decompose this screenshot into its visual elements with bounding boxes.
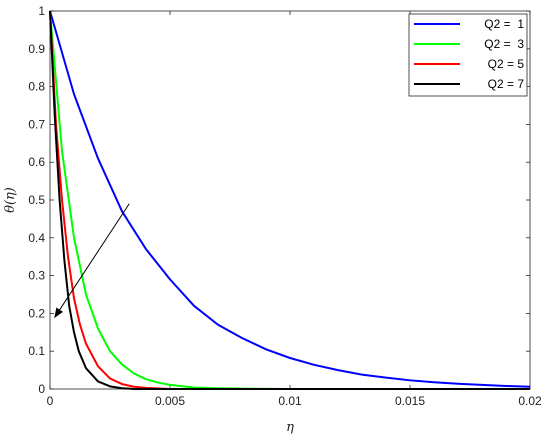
legend: Q2 = 1 Q2 = 3 Q2 = 5 Q2 = 7 (408, 13, 528, 97)
y-tick-label: 0.7 (28, 117, 45, 131)
legend-label-2: Q2 = 3 (484, 37, 524, 51)
y-tick-label: 0.5 (28, 193, 45, 207)
legend-label-4: Q2 = 7 (488, 77, 525, 91)
x-tick-label: 0.015 (395, 394, 425, 408)
y-tick-label: 0.8 (28, 80, 45, 94)
x-tick-label: 0.01 (278, 394, 302, 408)
annotation-arrow (54, 203, 130, 319)
y-axis-label: θ(η) (3, 187, 18, 213)
x-tick-label: 0.005 (155, 394, 185, 408)
x-axis-label: η (286, 420, 294, 435)
y-tick-label: 0 (38, 382, 45, 396)
y-tick-label: 0.3 (28, 269, 45, 283)
y-tick-label: 0.9 (28, 42, 45, 56)
y-axis-ticks: 0 0.1 0.2 0.3 0.4 0.5 0.6 0.7 0.8 0.9 1 (28, 4, 530, 396)
series-line-3 (49, 10, 530, 390)
series-line-1 (49, 10, 531, 388)
legend-label-3: Q2 = 5 (488, 57, 525, 71)
y-tick-label: 0.6 (28, 155, 45, 169)
legend-label-1: Q2 = 1 (484, 17, 524, 31)
y-tick-label: 0.1 (28, 344, 45, 358)
series-line-4 (49, 10, 530, 390)
y-tick-label: 0.4 (28, 231, 45, 245)
x-tick-label: 0.02 (518, 394, 542, 408)
series-lines (49, 10, 531, 390)
x-axis-ticks: 0 0.005 0.01 0.015 0.02 (47, 11, 542, 408)
y-tick-label: 0.2 (28, 306, 45, 320)
y-tick-label: 1 (38, 4, 45, 18)
x-tick-label: 0 (47, 394, 54, 408)
legend-box (408, 13, 528, 97)
